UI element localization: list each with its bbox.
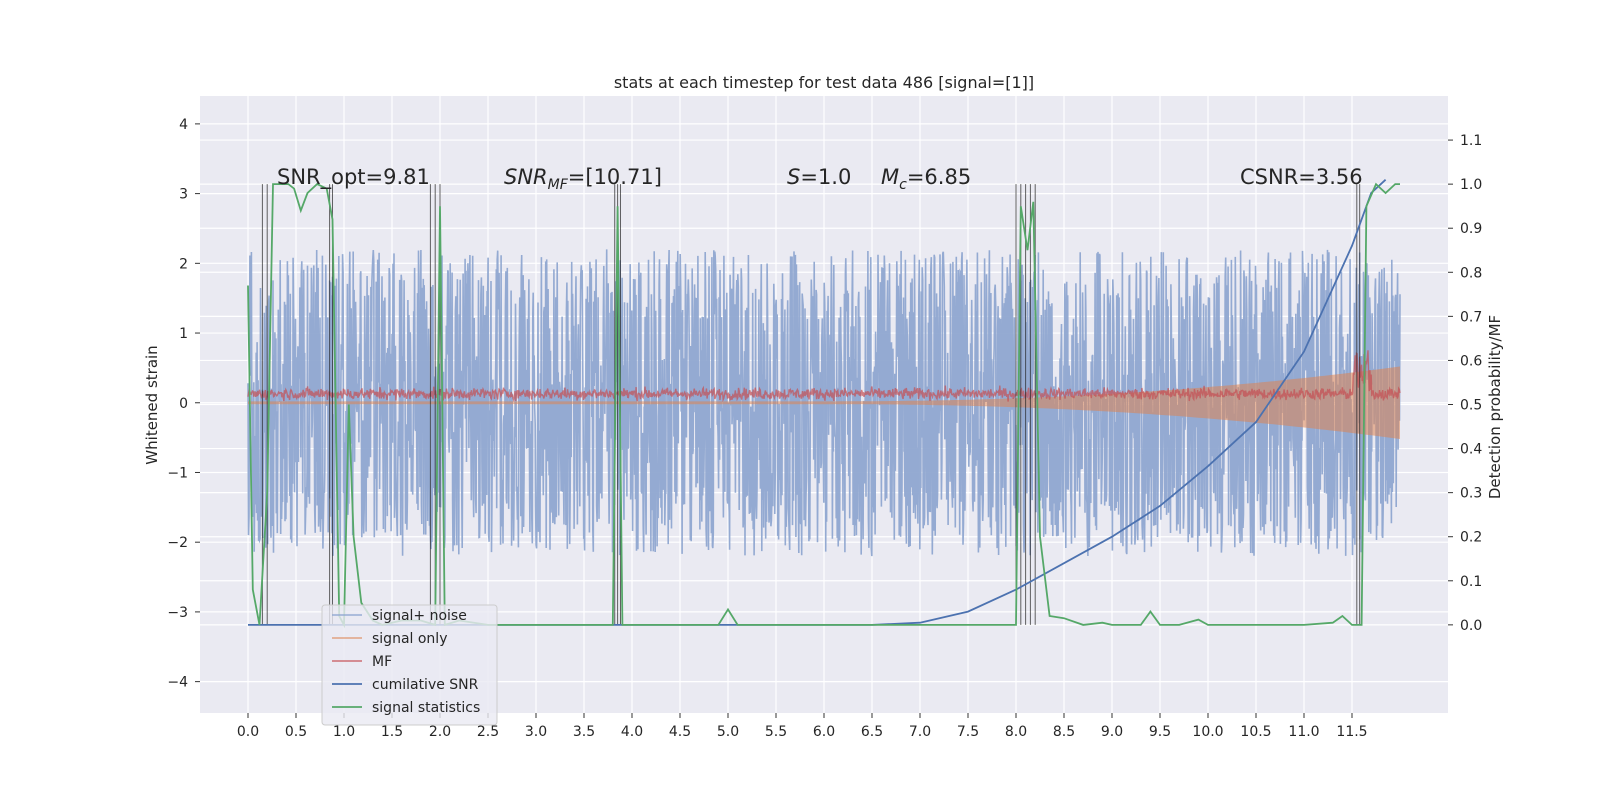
y2-tick-label: 0.7 <box>1460 309 1482 325</box>
x-tick-label: 2.0 <box>429 724 451 740</box>
x-tick-label: 1.5 <box>381 724 403 740</box>
x-tick-label: 7.0 <box>909 724 931 740</box>
y-tick-label: −3 <box>167 605 188 621</box>
series-lines <box>247 179 1400 629</box>
y2-tick-label: 0.2 <box>1460 530 1482 546</box>
y2-tick-label: 0.3 <box>1460 486 1482 502</box>
y-axis-right: 1.1 1.0 0.9 0.8 0.7 0.6 0.5 0.4 0.3 0.2 0.1 0.0 <box>1448 133 1482 634</box>
legend-label: MF <box>372 654 392 670</box>
legend-label: signal+ noise <box>372 608 467 624</box>
x-tick-label: 2.5 <box>477 724 499 740</box>
x-tick-label: 10.5 <box>1240 724 1271 740</box>
y-axis-label: Whitened strain <box>143 345 161 464</box>
annotation-s: S=1.0 <box>787 165 851 189</box>
x-axis: 0.0 0.5 1.0 1.5 2.0 2.5 3.0 3.5 4.0 4.5 5.0 5.5 6.0 6… <box>237 713 1368 740</box>
x-tick-label: 3.5 <box>573 724 595 740</box>
annotation-csnr: CSNR=3.56 <box>1240 165 1363 189</box>
y-tick-label: −4 <box>167 675 188 691</box>
x-tick-label: 0.5 <box>285 724 307 740</box>
x-tick-label: 3.0 <box>525 724 547 740</box>
legend: signal+ noise signal only MF cumilative SNR… <box>321 604 498 726</box>
x-tick-label: 9.0 <box>1101 724 1123 740</box>
legend-label: signal statistics <box>372 700 480 716</box>
y-tick-label: 4 <box>179 117 188 133</box>
annotation-snr-mf: SNRMF=[10.71] <box>504 165 662 193</box>
y-tick-label: −2 <box>167 535 188 551</box>
series-signal-statistics-line <box>247 182 1400 629</box>
y2-axis-label: Detection probability/MF <box>1486 315 1504 499</box>
x-tick-label: 6.5 <box>861 724 883 740</box>
y2-tick-label: 1.0 <box>1460 177 1482 193</box>
y2-tick-label: 0.1 <box>1460 574 1482 590</box>
y2-tick-label: 0.0 <box>1460 618 1482 634</box>
y-tick-label: 1 <box>179 326 188 342</box>
y2-tick-label: 0.8 <box>1460 265 1482 281</box>
y-tick-label: 2 <box>179 256 188 272</box>
x-tick-label: 5.5 <box>765 724 787 740</box>
x-tick-label: 4.5 <box>669 724 691 740</box>
y-tick-label: 3 <box>179 187 188 203</box>
x-tick-label: 6.0 <box>813 724 835 740</box>
chart-title: stats at each timestep for test data 486… <box>614 73 1034 92</box>
y2-tick-label: 1.1 <box>1460 133 1482 149</box>
y2-tick-label: 0.5 <box>1460 398 1482 414</box>
x-tick-label: 5.0 <box>717 724 739 740</box>
annotation-mc: Mc=6.85 <box>881 165 971 193</box>
x-tick-label: 7.5 <box>957 724 979 740</box>
y-tick-label: −1 <box>167 465 188 481</box>
x-tick-label: 4.0 <box>621 724 643 740</box>
x-tick-label: 1.0 <box>333 724 355 740</box>
legend-label: cumilative SNR <box>372 677 479 693</box>
x-tick-label: 8.5 <box>1053 724 1075 740</box>
x-tick-label: 11.0 <box>1288 724 1319 740</box>
x-tick-label: 9.5 <box>1149 724 1171 740</box>
y-axis-left: 4 3 2 1 0 −1 −2 −3 −4 <box>167 117 200 691</box>
x-tick-label: 0.0 <box>237 724 259 740</box>
y2-tick-label: 0.4 <box>1460 442 1482 458</box>
series-signal-only-band <box>248 366 1400 439</box>
legend-box <box>321 604 498 726</box>
legend-label: signal only <box>372 631 447 647</box>
annotation-snr-opt: SNR_opt=9.81 <box>277 165 430 190</box>
x-tick-label: 10.0 <box>1192 724 1223 740</box>
y-tick-label: 0 <box>179 396 188 412</box>
y2-tick-label: 0.6 <box>1460 353 1482 369</box>
x-tick-label: 11.5 <box>1336 724 1367 740</box>
x-tick-label: 8.0 <box>1005 724 1027 740</box>
y2-tick-label: 0.9 <box>1460 221 1482 237</box>
